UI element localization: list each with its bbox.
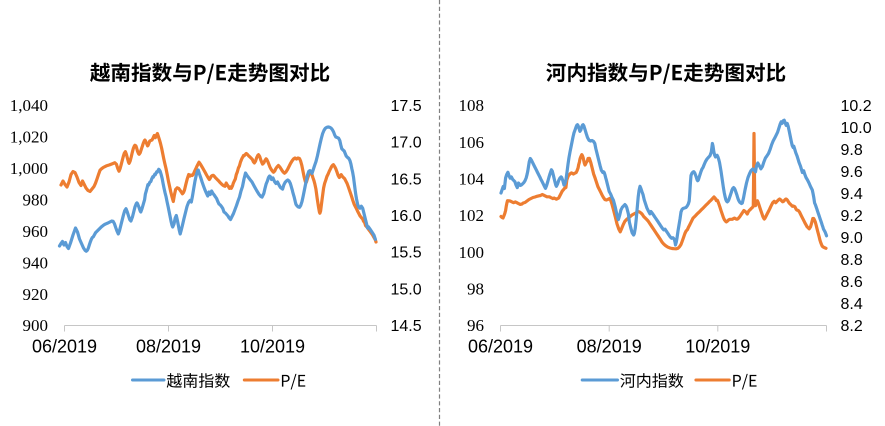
svg-text:8.4: 8.4 bbox=[841, 296, 863, 313]
svg-text:17.0: 17.0 bbox=[391, 135, 422, 152]
svg-text:14.5: 14.5 bbox=[391, 318, 422, 335]
svg-text:104: 104 bbox=[459, 170, 485, 189]
svg-text:8.6: 8.6 bbox=[841, 274, 863, 291]
svg-text:100: 100 bbox=[459, 243, 485, 262]
svg-text:96: 96 bbox=[467, 316, 484, 335]
svg-text:9.4: 9.4 bbox=[841, 186, 863, 203]
svg-text:10/2019: 10/2019 bbox=[240, 337, 305, 357]
svg-text:1,000: 1,000 bbox=[10, 159, 48, 178]
svg-text:08/2019: 08/2019 bbox=[136, 337, 201, 357]
svg-text:9.0: 9.0 bbox=[841, 230, 863, 247]
svg-text:06/2019: 06/2019 bbox=[468, 337, 533, 357]
svg-text:960: 960 bbox=[23, 222, 49, 241]
svg-text:900: 900 bbox=[23, 316, 49, 335]
svg-text:940: 940 bbox=[23, 253, 49, 272]
svg-text:15.0: 15.0 bbox=[391, 281, 422, 298]
svg-text:1,020: 1,020 bbox=[10, 128, 48, 147]
svg-text:9.8: 9.8 bbox=[841, 142, 863, 159]
svg-text:9.6: 9.6 bbox=[841, 164, 863, 181]
svg-text:9.2: 9.2 bbox=[841, 208, 863, 225]
svg-text:15.5: 15.5 bbox=[391, 245, 422, 262]
svg-text:17.5: 17.5 bbox=[391, 98, 422, 115]
svg-text:10.0: 10.0 bbox=[841, 120, 872, 137]
svg-text:8.8: 8.8 bbox=[841, 252, 863, 269]
svg-text:98: 98 bbox=[467, 280, 484, 299]
svg-text:920: 920 bbox=[23, 285, 49, 304]
svg-text:102: 102 bbox=[459, 206, 485, 225]
svg-text:8.2: 8.2 bbox=[841, 318, 863, 335]
svg-text:106: 106 bbox=[459, 133, 485, 152]
svg-text:06/2019: 06/2019 bbox=[32, 337, 97, 357]
svg-text:980: 980 bbox=[23, 191, 49, 210]
svg-text:10.2: 10.2 bbox=[841, 98, 872, 115]
svg-text:16.0: 16.0 bbox=[391, 208, 422, 225]
svg-text:16.5: 16.5 bbox=[391, 171, 422, 188]
svg-text:1,040: 1,040 bbox=[10, 96, 48, 115]
svg-text:108: 108 bbox=[459, 96, 485, 115]
svg-text:10/2019: 10/2019 bbox=[685, 337, 750, 357]
svg-text:08/2019: 08/2019 bbox=[577, 337, 642, 357]
